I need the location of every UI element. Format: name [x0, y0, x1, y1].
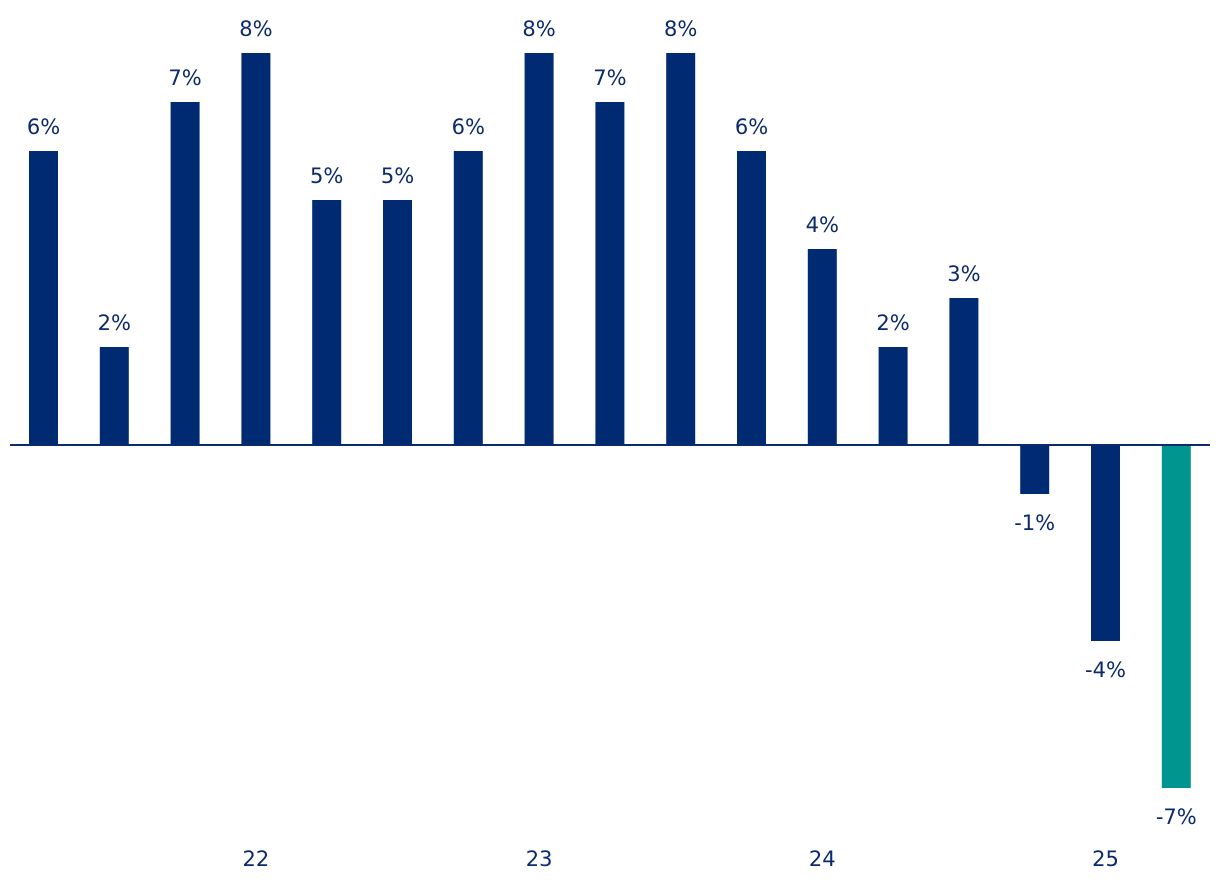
- bar-16: [1091, 445, 1120, 641]
- bar-value-label-15: -1%: [1014, 511, 1055, 535]
- bar-value-label-4: 8%: [239, 17, 272, 41]
- value-labels-group: 6% 2% 7% 8% 5% 5% 6% 8% 7% 8% 6% 4% 2% 3% -1% -4% -7%: [27, 17, 1197, 829]
- x-tick-label-22: 22: [243, 847, 270, 871]
- x-tick-label-25: 25: [1092, 847, 1119, 871]
- bar-6: [383, 200, 412, 445]
- bar-value-label-2: 2%: [98, 311, 131, 335]
- bar-value-label-1: 6%: [27, 115, 60, 139]
- bar-value-label-9: 7%: [593, 66, 626, 90]
- bar-7: [453, 151, 483, 445]
- bar-value-label-17: -7%: [1156, 805, 1197, 829]
- bar-value-label-11: 6%: [735, 115, 768, 139]
- bar-value-label-16: -4%: [1085, 658, 1126, 682]
- bar-value-label-10: 8%: [664, 17, 697, 41]
- bar-17: [1161, 445, 1191, 788]
- bar-5: [312, 200, 342, 445]
- bar-13: [878, 347, 908, 445]
- bar-1: [29, 151, 58, 445]
- bar-11: [737, 151, 766, 445]
- bar-15: [1020, 445, 1050, 494]
- bar-12: [807, 249, 837, 445]
- bar-10: [666, 53, 696, 445]
- x-tick-label-23: 23: [526, 847, 553, 871]
- bar-8: [524, 53, 554, 445]
- bar-value-label-12: 4%: [806, 213, 839, 237]
- bar-value-label-8: 8%: [522, 17, 555, 41]
- x-tick-labels-group: 22 23 24 25: [243, 847, 1119, 871]
- bar-value-label-3: 7%: [168, 66, 201, 90]
- bar-value-label-14: 3%: [947, 262, 980, 286]
- bar-value-label-7: 6%: [452, 115, 485, 139]
- bar-9: [595, 102, 625, 445]
- bar-3: [170, 102, 200, 445]
- bar-4: [241, 53, 271, 445]
- bar-2: [99, 347, 129, 445]
- bar-value-label-5: 5%: [310, 164, 343, 188]
- bar-value-label-6: 5%: [381, 164, 414, 188]
- bar-14: [949, 298, 979, 445]
- bars-group: [29, 53, 1191, 788]
- x-tick-label-24: 24: [809, 847, 836, 871]
- bar-value-label-13: 2%: [876, 311, 909, 335]
